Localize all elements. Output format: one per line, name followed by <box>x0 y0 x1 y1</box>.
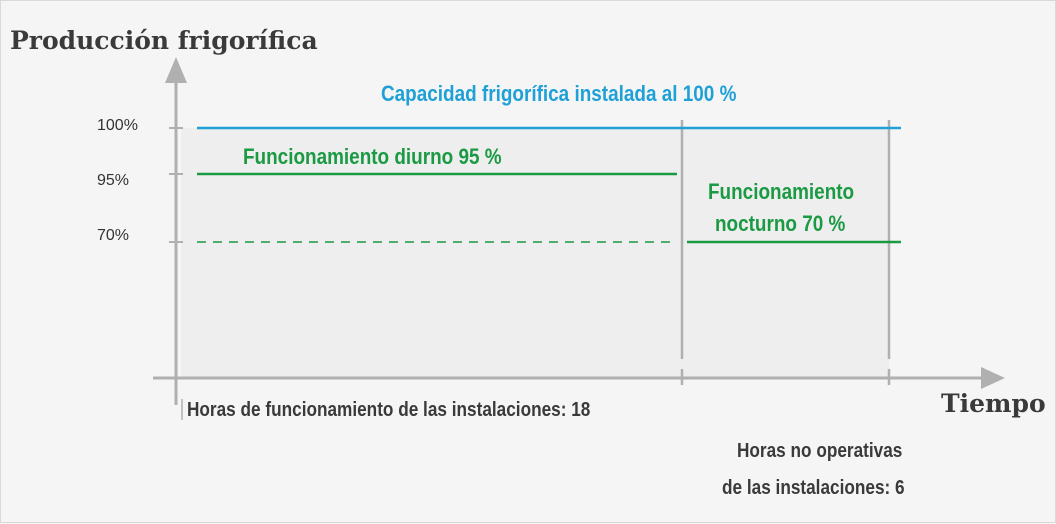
night-operation-label-line1: Funcionamiento <box>708 179 855 204</box>
capacity-label: Capacidad frigorífica instalada al 100 % <box>381 81 737 106</box>
non-operating-hours-label-line2: de las instalaciones: 6 <box>722 477 905 499</box>
operating-hours-label: Horas de funcionamiento de las instalaci… <box>187 399 591 421</box>
y-tick-label-70: 70% <box>97 227 130 244</box>
non-operating-hours-label-line1: Horas no operativas <box>737 440 903 462</box>
y-tick-label-95: 95% <box>97 172 130 189</box>
plot-area <box>181 128 889 378</box>
x-axis-arrow <box>981 367 1005 389</box>
y-axis-arrow <box>165 57 187 83</box>
y-tick-label-100: 100% <box>97 117 138 134</box>
y-axis-title: Producción frigorífica <box>10 26 318 55</box>
x-axis-title: Tiempo <box>941 389 1046 418</box>
day-operation-label: Funcionamiento diurno 95 % <box>243 144 502 169</box>
night-operation-label-line2: nocturno 70 % <box>715 211 846 236</box>
